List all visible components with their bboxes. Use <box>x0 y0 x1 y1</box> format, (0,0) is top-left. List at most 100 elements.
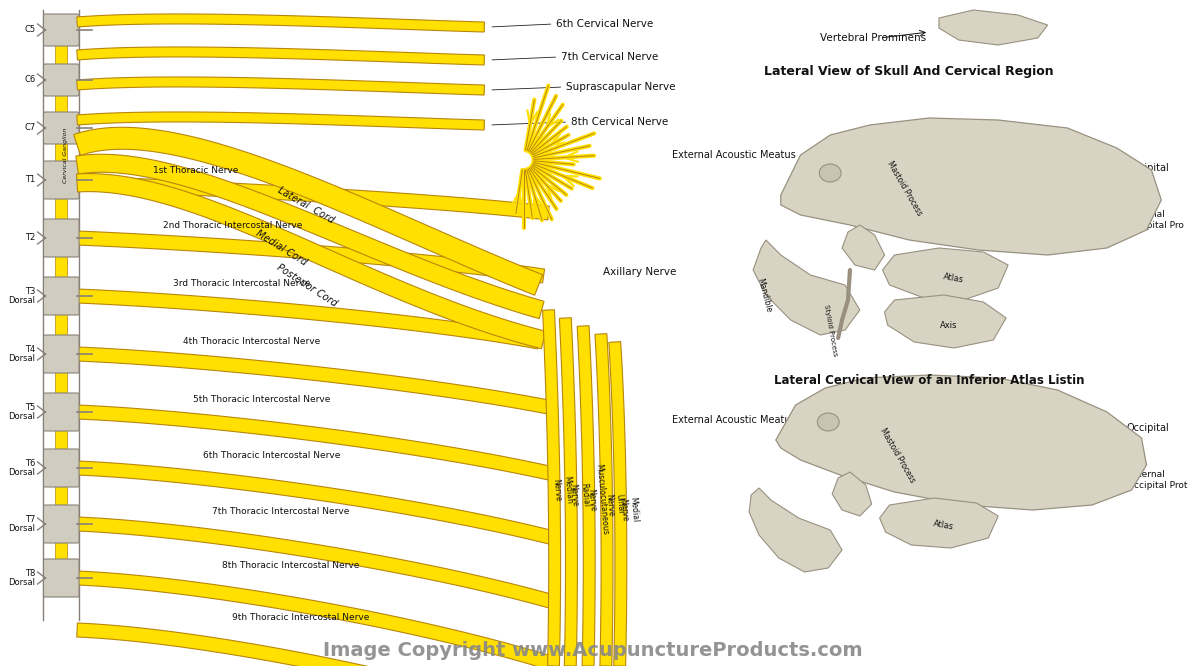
FancyBboxPatch shape <box>43 449 79 487</box>
Text: 5th Thoracic Intercostal Nerve: 5th Thoracic Intercostal Nerve <box>193 395 330 404</box>
Text: C7: C7 <box>24 123 36 133</box>
Text: Axis: Axis <box>940 320 958 330</box>
FancyBboxPatch shape <box>55 368 67 398</box>
Polygon shape <box>832 472 871 516</box>
Text: T7
Dorsal: T7 Dorsal <box>8 515 36 533</box>
FancyBboxPatch shape <box>55 194 67 224</box>
Polygon shape <box>77 517 556 609</box>
Text: Mastoid Process: Mastoid Process <box>886 159 924 217</box>
Text: 4th Thoracic Intercostal Nerve: 4th Thoracic Intercostal Nerve <box>182 337 320 346</box>
Text: T8
Dorsal: T8 Dorsal <box>8 569 36 587</box>
Polygon shape <box>77 623 556 666</box>
Polygon shape <box>880 498 998 548</box>
FancyBboxPatch shape <box>43 505 79 543</box>
FancyBboxPatch shape <box>43 64 79 96</box>
Polygon shape <box>77 405 554 481</box>
Text: Radial
Nerve: Radial Nerve <box>569 482 590 508</box>
Polygon shape <box>938 10 1048 45</box>
Polygon shape <box>77 47 485 65</box>
Polygon shape <box>77 174 546 349</box>
FancyBboxPatch shape <box>55 538 67 564</box>
Text: 7th Cervical Nerve: 7th Cervical Nerve <box>562 52 659 62</box>
Polygon shape <box>76 155 544 318</box>
Text: C5: C5 <box>24 25 36 35</box>
FancyBboxPatch shape <box>55 252 67 282</box>
Polygon shape <box>577 326 595 666</box>
Text: Styloid Process: Styloid Process <box>823 304 838 356</box>
FancyBboxPatch shape <box>43 335 79 373</box>
Polygon shape <box>77 176 550 220</box>
Text: 8th Thoracic Intercostal Nerve: 8th Thoracic Intercostal Nerve <box>222 561 360 570</box>
Text: T4
Dorsal: T4 Dorsal <box>8 344 36 364</box>
Text: 8th Cervical Nerve: 8th Cervical Nerve <box>571 117 668 127</box>
FancyBboxPatch shape <box>55 44 67 66</box>
Ellipse shape <box>820 164 841 182</box>
FancyBboxPatch shape <box>43 393 79 431</box>
Polygon shape <box>77 231 545 283</box>
Text: Vertebral Prominens: Vertebral Prominens <box>821 33 926 43</box>
Polygon shape <box>754 240 860 335</box>
FancyBboxPatch shape <box>55 426 67 454</box>
Text: C6: C6 <box>24 75 36 85</box>
FancyBboxPatch shape <box>55 142 67 166</box>
Text: 3rd Thoracic Intercostal Nerve: 3rd Thoracic Intercostal Nerve <box>173 279 311 288</box>
FancyBboxPatch shape <box>43 277 79 315</box>
Text: 6th Thoracic Intercostal Nerve: 6th Thoracic Intercostal Nerve <box>203 451 340 460</box>
Text: T5
Dorsal: T5 Dorsal <box>8 403 36 422</box>
Text: External Acoustic Meatus: External Acoustic Meatus <box>672 150 796 160</box>
FancyBboxPatch shape <box>43 14 79 46</box>
Text: Medial Cord: Medial Cord <box>254 228 310 268</box>
FancyBboxPatch shape <box>43 559 79 597</box>
Polygon shape <box>77 347 554 415</box>
Text: Cervical Ganglion: Cervical Ganglion <box>62 127 67 182</box>
Polygon shape <box>559 318 577 666</box>
Polygon shape <box>77 77 485 95</box>
Text: Atlas: Atlas <box>932 519 955 531</box>
Polygon shape <box>884 295 1006 348</box>
FancyBboxPatch shape <box>55 310 67 340</box>
Polygon shape <box>73 127 542 295</box>
FancyBboxPatch shape <box>55 94 67 114</box>
Polygon shape <box>77 571 556 666</box>
FancyBboxPatch shape <box>43 161 79 199</box>
Text: 1st Thoracic Nerve: 1st Thoracic Nerve <box>154 166 239 175</box>
Text: Occipital: Occipital <box>1127 163 1170 173</box>
Text: Lateral View of Skull And Cervical Region: Lateral View of Skull And Cervical Regio… <box>764 65 1054 79</box>
Text: T2: T2 <box>25 234 36 242</box>
Text: External
Occipital Prot: External Occipital Prot <box>1127 470 1187 490</box>
Text: 6th Cervical Nerve: 6th Cervical Nerve <box>557 19 654 29</box>
Text: T3
Dorsal: T3 Dorsal <box>8 286 36 305</box>
Polygon shape <box>842 225 884 270</box>
Text: External Acoustic Meatus: External Acoustic Meatus <box>672 415 796 425</box>
Text: 7th Thoracic Intercostal Nerve: 7th Thoracic Intercostal Nerve <box>212 507 350 516</box>
Polygon shape <box>77 289 540 349</box>
Text: 9th Thoracic Intercostal Nerve: 9th Thoracic Intercostal Nerve <box>233 613 370 622</box>
Text: Median
Nerve: Median Nerve <box>552 476 574 505</box>
Text: Atlas: Atlas <box>943 272 965 284</box>
Text: Occipital: Occipital <box>1127 423 1170 433</box>
Text: Axillary Nerve: Axillary Nerve <box>602 267 677 277</box>
FancyBboxPatch shape <box>55 482 67 510</box>
Text: Ulnar
Nerve: Ulnar Nerve <box>604 493 625 517</box>
Text: Lateral  Cord: Lateral Cord <box>276 185 336 225</box>
Text: 2nd Thoracic Intercostal Nerve: 2nd Thoracic Intercostal Nerve <box>163 221 302 230</box>
Polygon shape <box>608 342 626 666</box>
Text: External
Occipital Pro: External Occipital Pro <box>1127 210 1183 230</box>
Polygon shape <box>595 334 613 666</box>
FancyBboxPatch shape <box>43 112 79 144</box>
FancyBboxPatch shape <box>43 219 79 257</box>
Text: Lateral Cervical View of an Inferior Atlas Listin: Lateral Cervical View of an Inferior Atl… <box>774 374 1085 386</box>
Polygon shape <box>77 461 556 545</box>
Text: T6
Dorsal: T6 Dorsal <box>8 459 36 478</box>
Ellipse shape <box>817 413 839 431</box>
Text: Suprascapular Nerve: Suprascapular Nerve <box>566 82 676 92</box>
Polygon shape <box>776 375 1146 510</box>
Text: Mandible: Mandible <box>755 277 773 313</box>
Text: Musculocutaneous
Nerve: Musculocutaneous Nerve <box>584 464 610 536</box>
Text: T1: T1 <box>25 176 36 184</box>
Polygon shape <box>882 248 1008 300</box>
Text: Medial
Nerve: Medial Nerve <box>618 497 640 523</box>
Polygon shape <box>749 488 842 572</box>
Polygon shape <box>77 14 485 32</box>
Text: Mastoid Process: Mastoid Process <box>878 426 917 484</box>
